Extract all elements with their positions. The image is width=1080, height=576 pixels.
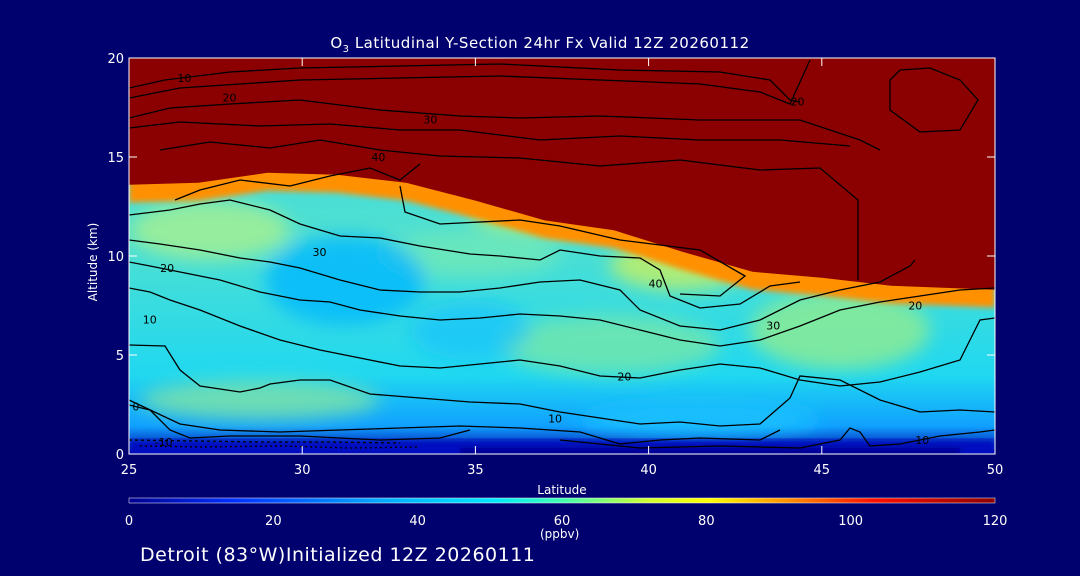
- colorbar: [128, 497, 996, 504]
- x-tick-label: 40: [640, 463, 657, 478]
- heatmap-field: 10 20 20 30 40 30 20 10 40 30 20 20 10 10 -10 0: [129, 58, 995, 454]
- y-tick-label: 20: [107, 52, 124, 67]
- x-tick-label: 25: [121, 463, 138, 478]
- x-tick-label: 35: [467, 463, 484, 478]
- contour-label: 20: [160, 262, 174, 275]
- contour-lines: [129, 59, 995, 449]
- colorbar-tick-label: 40: [409, 514, 426, 529]
- contour-labels: 10 20 20 30 40 30 20 10 40 30 20 20 10 10 -10 0: [132, 72, 929, 449]
- contour-label: 20: [791, 96, 805, 109]
- x-tick-label: 50: [987, 463, 1004, 478]
- colorbar-ticks: 0 20 40 60 80 100 120: [125, 514, 1008, 529]
- contour-label: 0: [132, 400, 139, 413]
- contour-label: 30: [423, 113, 437, 126]
- y-axis-label: Altitude (km): [86, 223, 100, 302]
- colorbar-tick-label: 120: [983, 514, 1008, 529]
- x-tick-label: 45: [814, 463, 831, 478]
- y-tick-label: 15: [107, 151, 124, 166]
- contour-label: 10: [143, 313, 157, 326]
- y-tick-label: 10: [107, 250, 124, 265]
- stratosphere-region: [129, 58, 995, 290]
- footer-initialized: Detroit (83°W)Initialized 12Z 20260111: [140, 544, 536, 566]
- y-tick-label: 0: [116, 448, 124, 463]
- colorbar-tick-label: 60: [554, 514, 571, 529]
- x-tick-label: 30: [294, 463, 311, 478]
- contour-label: 10: [548, 412, 562, 425]
- colorbar-tick-label: 100: [838, 514, 863, 529]
- colorbar-tick-label: 80: [698, 514, 715, 529]
- contour-label: 10: [177, 72, 191, 85]
- contour-label: -10: [155, 436, 173, 449]
- x-axis-label: Latitude: [537, 483, 586, 497]
- colorbar-tick-label: 20: [265, 514, 282, 529]
- colorbar-units: (ppbv): [540, 527, 580, 541]
- contour-label: 10: [915, 434, 929, 447]
- x-axis: 25 30 35 40 45 50: [121, 58, 1004, 478]
- contour-label: 40: [371, 151, 385, 164]
- contour-label: 30: [313, 246, 327, 259]
- colorbar-tick-label: 0: [125, 514, 133, 529]
- contour-label: 20: [617, 371, 631, 384]
- y-tick-label: 5: [116, 349, 124, 364]
- contour-label: 20: [908, 299, 922, 312]
- y-axis: 0 5 10 15 20: [107, 52, 995, 463]
- contour-label: 20: [222, 92, 236, 105]
- contour-label: 30: [766, 319, 780, 332]
- contour-label: 40: [649, 278, 663, 291]
- chart-title: O3 Latitudinal Y-Section 24hr Fx Valid 1…: [330, 34, 750, 55]
